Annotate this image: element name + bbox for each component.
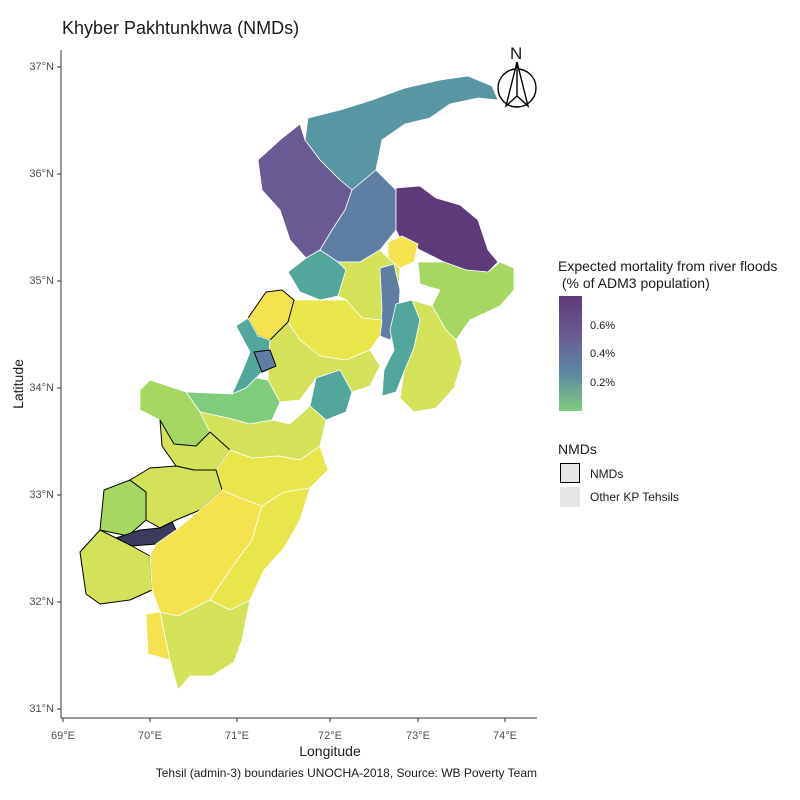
fill-legend-colorbar	[559, 296, 582, 411]
region-waziristan-west	[99, 479, 147, 537]
region-karak	[209, 487, 311, 611]
y-tick-label: 37°N	[29, 61, 54, 73]
nmd-legend-title: NMDs	[558, 441, 597, 457]
region-chitral-upper	[304, 75, 499, 191]
region-kurram	[139, 379, 211, 447]
map-caption: Tehsil (admin-3) boundaries UNOCHA-2018,…	[155, 766, 537, 780]
x-tick-label: 70°E	[138, 730, 162, 742]
x-tick-label: 74°E	[493, 730, 517, 742]
y-tick-label: 35°N	[29, 275, 54, 287]
x-tick-label: 72°E	[318, 730, 342, 742]
fill-legend-label: 0.2%	[590, 377, 616, 389]
fill-legend-label: 0.4%	[590, 348, 616, 360]
north-arrow-icon	[497, 61, 537, 109]
x-tick-label: 73°E	[406, 730, 430, 742]
x-axis-title: Longitude	[299, 743, 361, 759]
fill-legend-label: 0.6%	[590, 320, 616, 332]
nmd-legend-label: NMDs	[590, 467, 624, 481]
y-tick-label: 36°N	[29, 168, 54, 180]
fill-legend-title: Expected mortality from river floods (% …	[558, 258, 778, 291]
region-mohmand-dark	[253, 349, 277, 373]
region-hazara-east	[399, 299, 463, 413]
region-dark-strip	[115, 521, 177, 547]
north-label: N	[510, 44, 523, 63]
y-tick-label: 31°N	[29, 703, 54, 715]
province-regions	[79, 75, 515, 691]
region-south-tip	[145, 611, 171, 661]
y-axis-title: Latitude	[10, 359, 26, 409]
x-tick-label: 71°E	[225, 730, 249, 742]
region-peshawar-basin	[267, 321, 381, 403]
other-tehsils-legend-label: Other KP Tehsils	[590, 490, 679, 504]
region-dikhan-south	[159, 599, 251, 691]
region-mansehra	[417, 261, 515, 341]
axis-ticks	[57, 66, 506, 722]
x-tick-label: 69°E	[51, 730, 75, 742]
y-tick-label: 32°N	[29, 596, 54, 608]
y-tick-label: 33°N	[29, 489, 54, 501]
map-title: Khyber Pakhtunkhwa (NMDs)	[62, 18, 300, 38]
nmd-legend-key	[560, 463, 580, 483]
other-tehsils-legend-key	[560, 487, 580, 507]
y-tick-label: 34°N	[29, 382, 54, 394]
